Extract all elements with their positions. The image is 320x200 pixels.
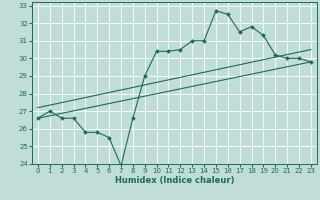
X-axis label: Humidex (Indice chaleur): Humidex (Indice chaleur) (115, 176, 234, 185)
